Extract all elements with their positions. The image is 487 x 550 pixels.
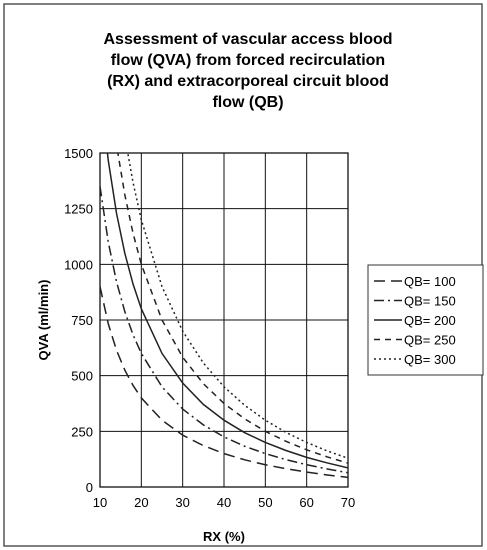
legend-label: QB= 100 [404,274,456,289]
legend-label: QB= 250 [404,333,456,348]
line-series [117,153,348,464]
x-tick-label: 60 [299,495,313,510]
y-axis-label: QVA (ml/min) [36,280,51,361]
x-axis-label: RX (%) [203,529,245,544]
chart-title: flow (QB) [212,94,283,111]
y-tick-label: 750 [71,313,93,328]
x-tick-label: 40 [217,495,231,510]
y-tick-label: 500 [71,369,93,384]
x-tick-label: 70 [341,495,355,510]
legend-label: QB= 200 [404,313,456,328]
chart-title: Assessment of vascular access blood [103,31,392,48]
legend-label: QB= 300 [404,352,456,367]
x-tick-label: 30 [175,495,189,510]
x-tick-label: 20 [134,495,148,510]
legend-label: QB= 150 [404,294,456,309]
y-tick-label: 0 [86,480,93,495]
y-tick-label: 1500 [64,146,93,161]
chart-title: (RX) and extracorporeal circuit blood [107,73,389,90]
chart-title: flow (QVA) from forced recirculation [111,52,385,69]
plot-lines [100,153,348,479]
y-tick-label: 1250 [64,202,93,217]
y-tick-label: 1000 [64,257,93,272]
line-series [100,186,348,474]
x-tick-label: 50 [258,495,272,510]
x-tick-label: 10 [93,495,107,510]
line-series [100,286,348,479]
y-tick-label: 250 [71,424,93,439]
line-series [106,153,348,469]
plot-border [99,152,349,488]
